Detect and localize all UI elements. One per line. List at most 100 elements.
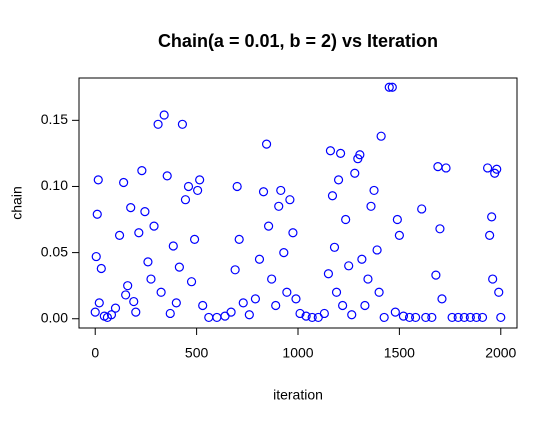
point <box>271 300 281 311</box>
point <box>341 214 351 225</box>
point <box>307 312 317 323</box>
point <box>162 171 172 181</box>
x-tick-label: 500 <box>185 345 209 361</box>
point <box>369 185 379 196</box>
x-tick-label: 0 <box>91 345 99 361</box>
point <box>119 177 129 188</box>
point <box>238 298 248 308</box>
point <box>267 274 277 284</box>
point <box>288 228 298 238</box>
point <box>459 312 469 323</box>
point <box>261 139 272 149</box>
point <box>319 308 329 319</box>
point <box>471 312 482 323</box>
point <box>177 119 188 129</box>
point <box>121 290 131 300</box>
point <box>411 312 421 323</box>
point <box>338 300 348 311</box>
point <box>323 269 334 279</box>
point <box>427 312 437 323</box>
point <box>421 312 431 323</box>
point <box>390 307 400 317</box>
point <box>282 287 292 297</box>
point <box>379 312 389 323</box>
point <box>374 287 384 297</box>
point <box>123 281 133 291</box>
point <box>263 221 274 231</box>
x-tick-label: 1500 <box>384 345 415 361</box>
point <box>453 312 463 323</box>
point <box>129 296 139 307</box>
point <box>441 163 451 173</box>
point <box>168 241 178 251</box>
point <box>384 82 394 92</box>
point <box>232 181 242 192</box>
point <box>333 175 344 185</box>
point <box>485 230 495 241</box>
point <box>140 206 150 217</box>
point <box>447 312 457 323</box>
point <box>186 277 197 287</box>
point <box>404 312 415 323</box>
point <box>165 308 175 319</box>
point <box>156 287 166 297</box>
point <box>392 214 402 225</box>
point <box>250 294 261 304</box>
point <box>90 307 100 317</box>
point <box>174 262 184 272</box>
point <box>137 165 147 176</box>
point <box>437 294 447 304</box>
point <box>465 312 475 323</box>
y-tick-label: 0.15 <box>41 111 68 127</box>
point <box>435 224 445 234</box>
y-axis-label: chain <box>9 186 25 219</box>
point <box>254 254 265 264</box>
point <box>96 263 106 274</box>
point <box>387 82 397 92</box>
x-axis-label: iteration <box>273 387 323 403</box>
point <box>110 303 121 313</box>
point <box>494 287 504 297</box>
point <box>417 204 427 214</box>
point <box>171 298 181 308</box>
point <box>394 230 404 241</box>
point <box>143 257 153 267</box>
y-tick-label: 0.00 <box>41 309 68 325</box>
point <box>487 212 497 222</box>
point <box>355 150 365 160</box>
point <box>482 163 493 173</box>
x-tick-label: 1000 <box>282 345 313 361</box>
point <box>146 274 156 284</box>
point <box>195 175 205 185</box>
point <box>347 310 357 320</box>
point <box>344 261 354 271</box>
point <box>114 230 125 241</box>
point <box>366 201 376 211</box>
point <box>331 287 342 297</box>
point <box>329 242 340 252</box>
point <box>496 312 506 323</box>
point <box>360 300 370 311</box>
point <box>372 245 382 255</box>
point <box>226 307 236 317</box>
point <box>477 312 488 323</box>
point <box>285 195 295 205</box>
point <box>153 119 163 129</box>
point <box>350 168 360 178</box>
point <box>325 146 336 156</box>
point <box>234 234 244 244</box>
point <box>291 294 301 304</box>
point <box>91 251 101 262</box>
point <box>126 203 136 213</box>
point <box>93 175 103 185</box>
y-tick-label: 0.05 <box>41 243 68 259</box>
point <box>488 274 498 284</box>
point <box>92 209 102 219</box>
point <box>274 201 284 211</box>
point <box>159 110 169 120</box>
point <box>335 148 346 158</box>
point <box>198 300 208 311</box>
